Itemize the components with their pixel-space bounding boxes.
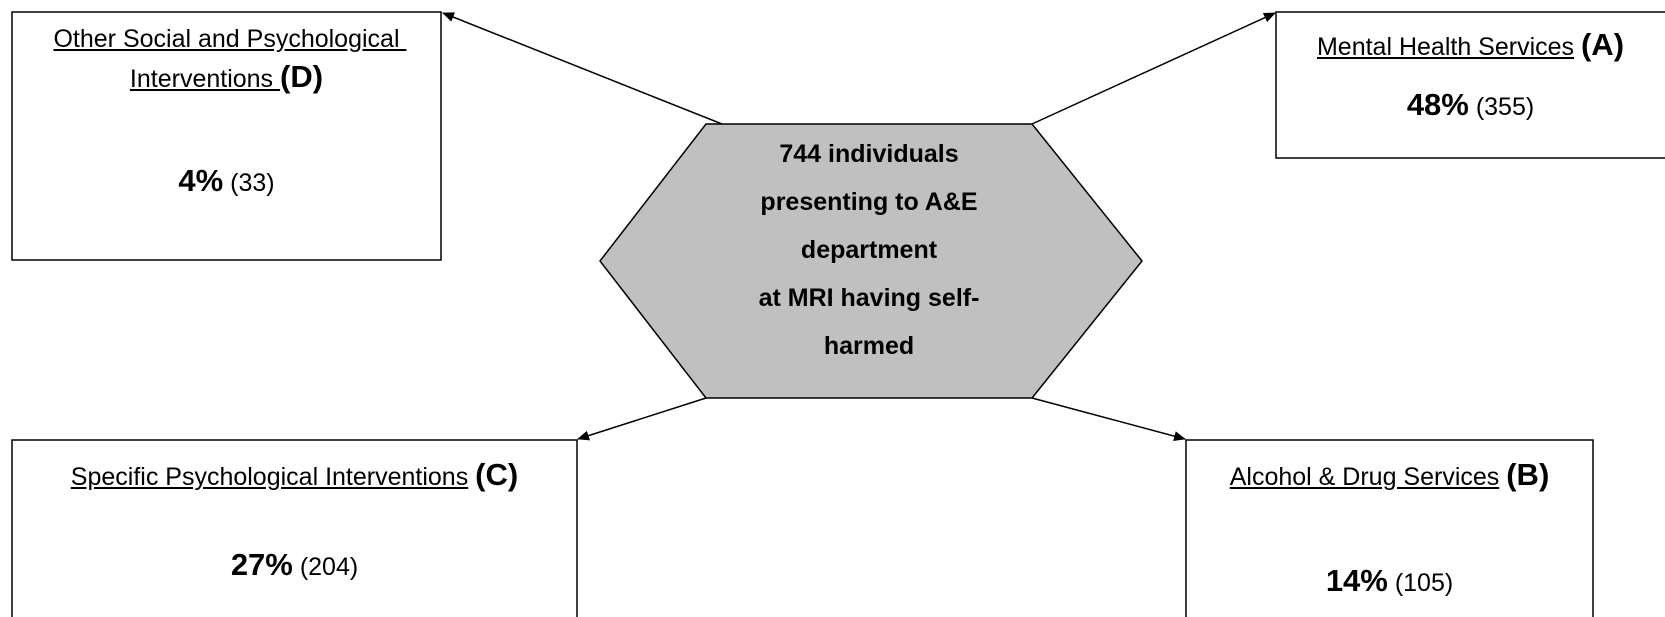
node-stat: 14% (105) xyxy=(1186,562,1593,602)
center-line: presenting to A&E xyxy=(760,188,978,216)
node-title: Specific Psychological Interventions (C) xyxy=(12,456,577,496)
node-title: Mental Health Services (A) xyxy=(1276,26,1665,66)
node-percent: 48% xyxy=(1406,87,1469,122)
arrow xyxy=(1031,12,1276,125)
node-count: (355) xyxy=(1475,93,1535,121)
center-line: department xyxy=(800,236,938,264)
node-label: Alcohol & Drug Services xyxy=(1229,463,1500,491)
box-c xyxy=(11,439,578,617)
arrow xyxy=(442,12,723,125)
node-stat: 4% (33) xyxy=(12,162,441,202)
node-percent: 14% xyxy=(1325,563,1388,598)
box-b xyxy=(1185,439,1594,617)
center-line: 744 individuals xyxy=(779,140,959,168)
node-title: Other Social and Psychological Intervent… xyxy=(40,20,413,98)
box-a xyxy=(1275,11,1665,159)
node-percent: 4% xyxy=(178,163,224,198)
node-count: (204) xyxy=(299,553,359,581)
node-label: Specific Psychological Interventions xyxy=(70,463,469,491)
arrow xyxy=(577,397,707,441)
center-line: harmed xyxy=(823,332,915,360)
box-d xyxy=(11,11,442,261)
node-percent: 27% xyxy=(230,547,293,582)
center-line: at MRI having self- xyxy=(758,284,980,312)
node-count: (105) xyxy=(1394,569,1454,597)
node-stat: 27% (204) xyxy=(12,546,577,586)
node-label: Mental Health Services xyxy=(1316,33,1575,61)
node-stat: 48% (355) xyxy=(1276,86,1665,126)
node-count: (33) xyxy=(230,169,275,197)
node-letter: (A) xyxy=(1580,27,1625,62)
center-label: 744 individuals presenting to A&E depart… xyxy=(706,130,1032,370)
node-title: Alcohol & Drug Services (B) xyxy=(1186,456,1593,496)
node-letter: (C) xyxy=(475,457,519,492)
node-letter: (B) xyxy=(1506,457,1550,492)
arrow xyxy=(1031,397,1186,441)
node-label: Other Social and Psychological Intervent… xyxy=(53,25,407,93)
node-letter: (D) xyxy=(280,59,324,94)
